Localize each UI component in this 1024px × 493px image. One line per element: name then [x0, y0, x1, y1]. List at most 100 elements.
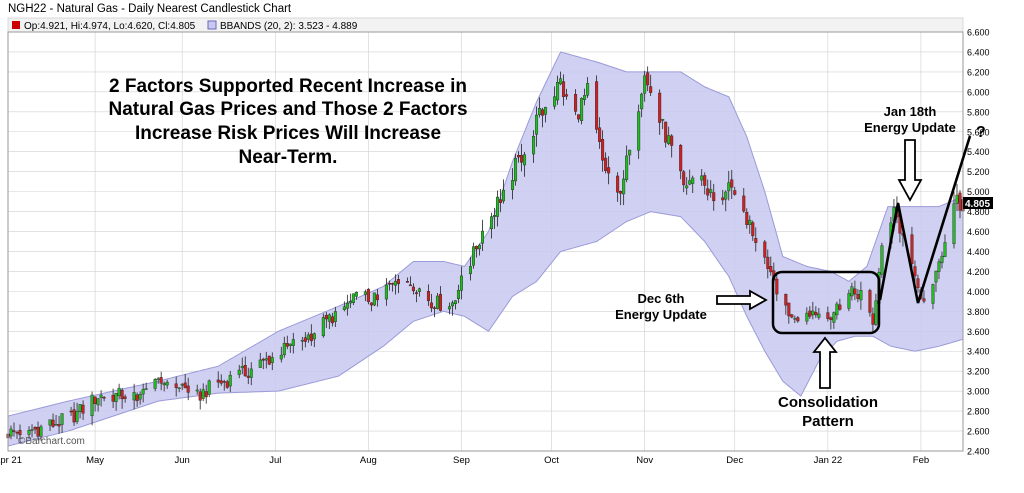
candle	[691, 175, 695, 193]
candle	[474, 245, 478, 258]
candle	[117, 383, 121, 400]
candle	[195, 384, 199, 395]
candle	[628, 149, 632, 165]
candle-body	[541, 109, 545, 116]
candle	[201, 383, 205, 402]
candle-body	[937, 261, 941, 272]
consolidation-annotation: Consolidation Pattern	[778, 394, 878, 430]
candle	[450, 300, 454, 316]
candle-body	[958, 192, 962, 211]
candle	[616, 172, 620, 202]
candle-body	[474, 245, 478, 250]
candle	[456, 284, 460, 304]
candle	[826, 306, 830, 322]
candle-body	[369, 302, 373, 306]
candle-body	[36, 426, 40, 437]
candle-body	[784, 294, 788, 306]
candle	[363, 289, 367, 302]
y-tick-label: 4.600	[967, 227, 990, 237]
candle	[682, 170, 686, 193]
candle-body	[282, 342, 286, 356]
candle-body	[72, 409, 76, 423]
candle-body	[27, 429, 31, 435]
candle	[664, 121, 668, 148]
candle-body	[78, 404, 82, 412]
candle	[387, 280, 391, 291]
candle-body	[706, 188, 710, 196]
candle-body	[204, 391, 208, 398]
headline-line-4: Near-Term.	[239, 147, 338, 168]
candle	[141, 383, 145, 403]
candle	[835, 301, 839, 320]
candle	[291, 332, 295, 354]
candle	[264, 351, 268, 369]
candle-body	[532, 135, 536, 155]
y-tick-label: 3.600	[967, 327, 990, 337]
candle	[730, 169, 734, 199]
candle-body	[351, 293, 355, 303]
candle	[180, 382, 184, 391]
y-tick-label: 6.200	[967, 67, 990, 77]
candle-body	[910, 234, 914, 264]
jan18-annotation: Jan 18th Energy Update	[864, 104, 956, 135]
candle-body	[345, 302, 349, 309]
candle-body	[201, 389, 205, 399]
candle-body	[556, 82, 560, 101]
candle-body	[640, 93, 644, 110]
x-tick-label: May	[86, 455, 104, 466]
candle-body	[814, 311, 818, 316]
candle-body	[270, 357, 274, 363]
candle-body	[682, 171, 686, 186]
candle-body	[934, 270, 938, 283]
consolidation-arrow-icon	[812, 336, 838, 389]
candle-body	[826, 312, 830, 319]
candle-body	[468, 266, 472, 275]
candle-body	[69, 410, 73, 413]
candle	[33, 426, 37, 434]
candle	[471, 242, 475, 269]
candle	[153, 378, 157, 392]
x-tick-label: Dec	[726, 455, 743, 466]
candle-body	[667, 135, 671, 145]
headline-line-1: 2 Factors Supported Recent Increase in	[109, 76, 467, 97]
candle-body	[300, 340, 304, 342]
candle	[817, 307, 821, 320]
candle	[162, 381, 166, 392]
candle-body	[426, 290, 430, 302]
candle-body	[30, 429, 34, 431]
candle	[499, 188, 503, 213]
candle-body	[922, 298, 926, 302]
candle-body	[243, 365, 247, 377]
y-tick-label: 3.400	[967, 347, 990, 357]
candle-body	[616, 175, 620, 193]
headline-annotation: 2 Factors Supported Recent Increase in N…	[108, 76, 467, 168]
candle-body	[183, 382, 187, 389]
candle	[922, 290, 926, 304]
candle-body	[637, 111, 641, 151]
candle-body	[847, 293, 851, 309]
candle-body	[745, 211, 749, 225]
candle-body	[595, 81, 599, 130]
candle	[532, 130, 536, 163]
y-tick-label: 6.000	[967, 87, 990, 97]
candle	[562, 74, 566, 106]
candle-body	[790, 314, 794, 318]
candle-body	[580, 98, 584, 122]
candle-body	[471, 246, 475, 266]
candle	[183, 374, 187, 389]
candle	[481, 219, 485, 252]
candle-body	[141, 389, 145, 395]
y-tick-label: 4.800	[967, 207, 990, 217]
candle	[72, 402, 76, 426]
plot-frame	[7, 31, 964, 452]
candle	[246, 367, 250, 385]
x-tick-label: Nov	[636, 455, 653, 466]
candle-body	[817, 313, 821, 318]
candle	[351, 293, 355, 306]
candle	[75, 402, 79, 425]
candle	[204, 384, 208, 404]
y-tick-label: 3.000	[967, 387, 990, 397]
candle	[604, 152, 608, 174]
candle-body	[742, 195, 746, 212]
